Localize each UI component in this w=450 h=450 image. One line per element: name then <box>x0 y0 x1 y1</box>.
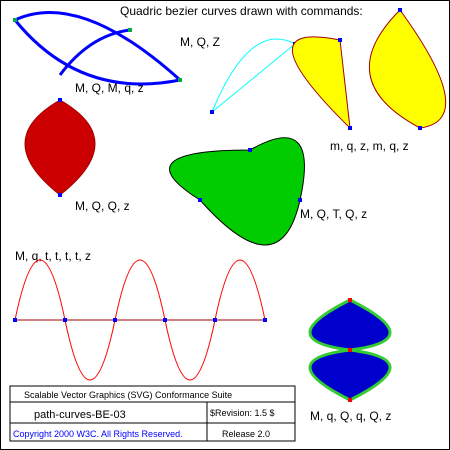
copyright-text: Copyright 2000 W3C. All Rights Reserved. <box>13 429 183 439</box>
marker <box>213 318 217 322</box>
green-trefoil <box>169 137 305 246</box>
label-mqz: M, Q, Z <box>180 35 220 49</box>
marker <box>248 148 252 152</box>
test-legend: Scalable Vector Graphics (SVG) Conforman… <box>9 385 296 442</box>
marker <box>338 38 342 42</box>
suite-name: Scalable Vector Graphics (SVG) Conforman… <box>24 390 232 400</box>
marker <box>163 318 167 322</box>
marker <box>298 198 302 202</box>
shape-mqtqz <box>169 137 305 246</box>
label-mqtqz: M, Q, T, Q, z <box>300 207 367 221</box>
label-mqttttz: M, q, t, t, t, t, z <box>15 249 91 263</box>
shape-mqzmqz <box>291 8 447 130</box>
label-mqqz: M, Q, Q, z <box>75 199 130 213</box>
test-name: path-curves-BE-03 <box>34 409 126 421</box>
marker <box>198 198 202 202</box>
shape-mqz <box>210 38 297 114</box>
shape-mqmqz <box>13 11 182 86</box>
marker <box>63 318 67 322</box>
curve-mqmqz-bottom <box>13 19 181 86</box>
marker <box>128 28 132 32</box>
curve-mqmqz-cross <box>58 28 131 76</box>
release-text: Release 2.0 <box>222 429 270 439</box>
curve-mqmqz-top <box>14 11 182 82</box>
legend-box <box>9 385 296 442</box>
label-mqmqz: M, Q, M, q, z <box>75 81 144 95</box>
page-title: Quadric bezier curves drawn with command… <box>120 4 363 18</box>
marker <box>13 18 17 22</box>
sine-wave <box>14 259 266 381</box>
marker <box>13 318 17 322</box>
marker <box>58 98 62 102</box>
blue-upper <box>308 298 392 352</box>
marker <box>58 193 62 197</box>
marker <box>348 348 352 352</box>
marker <box>178 78 182 82</box>
marker <box>263 318 267 322</box>
marker <box>348 298 352 302</box>
shape-mqqqqz <box>308 298 392 402</box>
marker <box>398 8 402 12</box>
blade-right <box>368 9 447 129</box>
curve-mqz <box>211 38 296 113</box>
marker <box>418 126 422 130</box>
blade-left <box>291 36 351 130</box>
revision-text: $Revision: 1.5 $ <box>210 408 275 418</box>
label-mqzmqz: m, q, z, m, q, z <box>330 139 409 153</box>
marker <box>348 126 352 130</box>
shape-mqttttz <box>13 259 267 381</box>
marker <box>113 318 117 322</box>
label-mqqqqz: M, q, Q, q, Q, z <box>310 409 391 423</box>
marker <box>210 110 214 114</box>
blue-lower <box>308 348 392 402</box>
shape-mqqz <box>24 98 96 197</box>
red-leaf <box>24 99 96 196</box>
marker <box>348 398 352 402</box>
